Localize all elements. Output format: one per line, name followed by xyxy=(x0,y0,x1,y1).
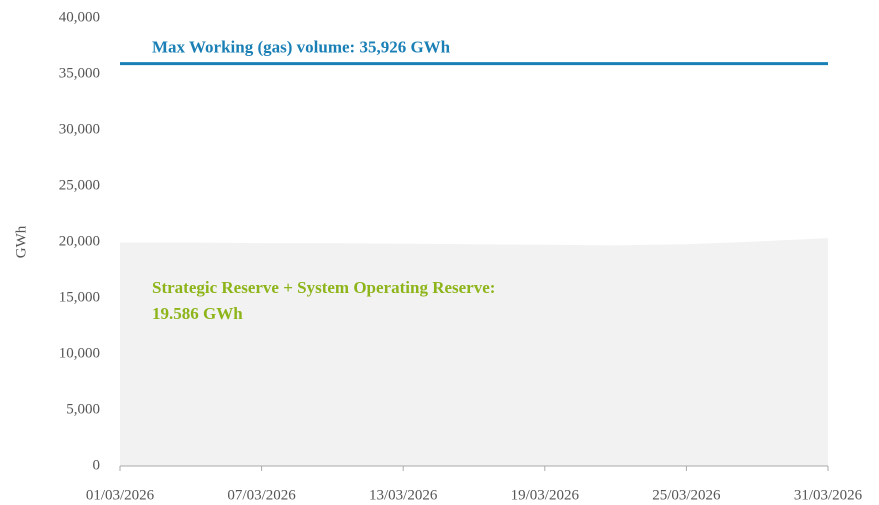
y-tick-label: 30,000 xyxy=(59,121,100,137)
y-tick-label: 20,000 xyxy=(59,233,100,249)
x-tick-label: 19/03/2026 xyxy=(511,487,580,503)
y-tick-label: 10,000 xyxy=(59,345,100,361)
y-tick-label: 40,000 xyxy=(59,9,100,25)
y-axis-label: GWh xyxy=(13,225,29,258)
annotation: 19.586 GWh xyxy=(152,304,243,323)
y-tick-label: 15,000 xyxy=(59,289,100,305)
y-tick-label: 0 xyxy=(93,457,101,473)
x-tick-label: 31/03/2026 xyxy=(794,487,863,503)
area xyxy=(120,238,828,466)
y-tick-label: 35,000 xyxy=(59,65,100,81)
x-tick-label: 01/03/2026 xyxy=(86,487,155,503)
y-tick-label: 25,000 xyxy=(59,177,100,193)
x-tick-label: 13/03/2026 xyxy=(369,487,438,503)
x-tick-label: 07/03/2026 xyxy=(227,487,296,503)
annotation: Strategic Reserve + System Operating Res… xyxy=(152,278,495,297)
x-tick-label: 25/03/2026 xyxy=(652,487,721,503)
y-tick-label: 5,000 xyxy=(66,401,100,417)
annotation: Max Working (gas) volume: 35,926 GWh xyxy=(152,38,451,57)
